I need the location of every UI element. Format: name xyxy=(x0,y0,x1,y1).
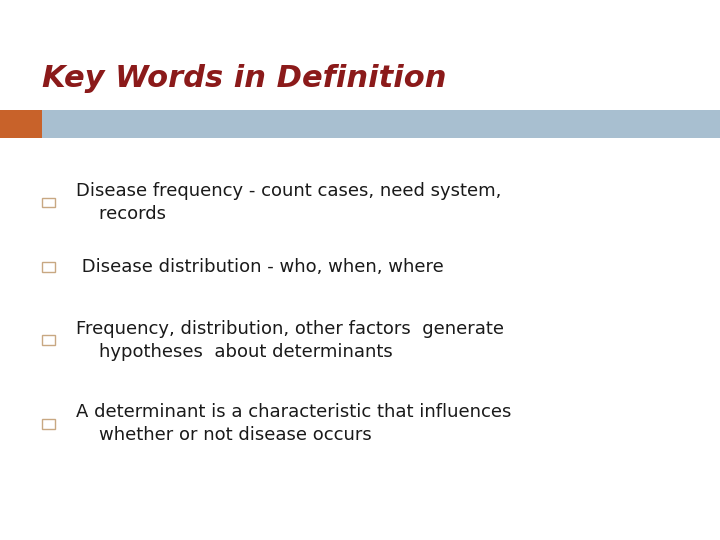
Bar xyxy=(0,110,42,138)
Bar xyxy=(42,419,55,429)
Text: Key Words in Definition: Key Words in Definition xyxy=(42,64,446,93)
Bar xyxy=(0,110,720,138)
Text: Frequency, distribution, other factors  generate
    hypotheses  about determina: Frequency, distribution, other factors g… xyxy=(76,320,503,361)
Text: Disease distribution - who, when, where: Disease distribution - who, when, where xyxy=(76,258,444,276)
Bar xyxy=(42,198,55,207)
Bar xyxy=(42,335,55,345)
Bar xyxy=(42,262,55,272)
Text: Disease frequency - count cases, need system,
    records: Disease frequency - count cases, need sy… xyxy=(76,182,501,223)
Text: A determinant is a characteristic that influences
    whether or not disease occ: A determinant is a characteristic that i… xyxy=(76,403,511,444)
